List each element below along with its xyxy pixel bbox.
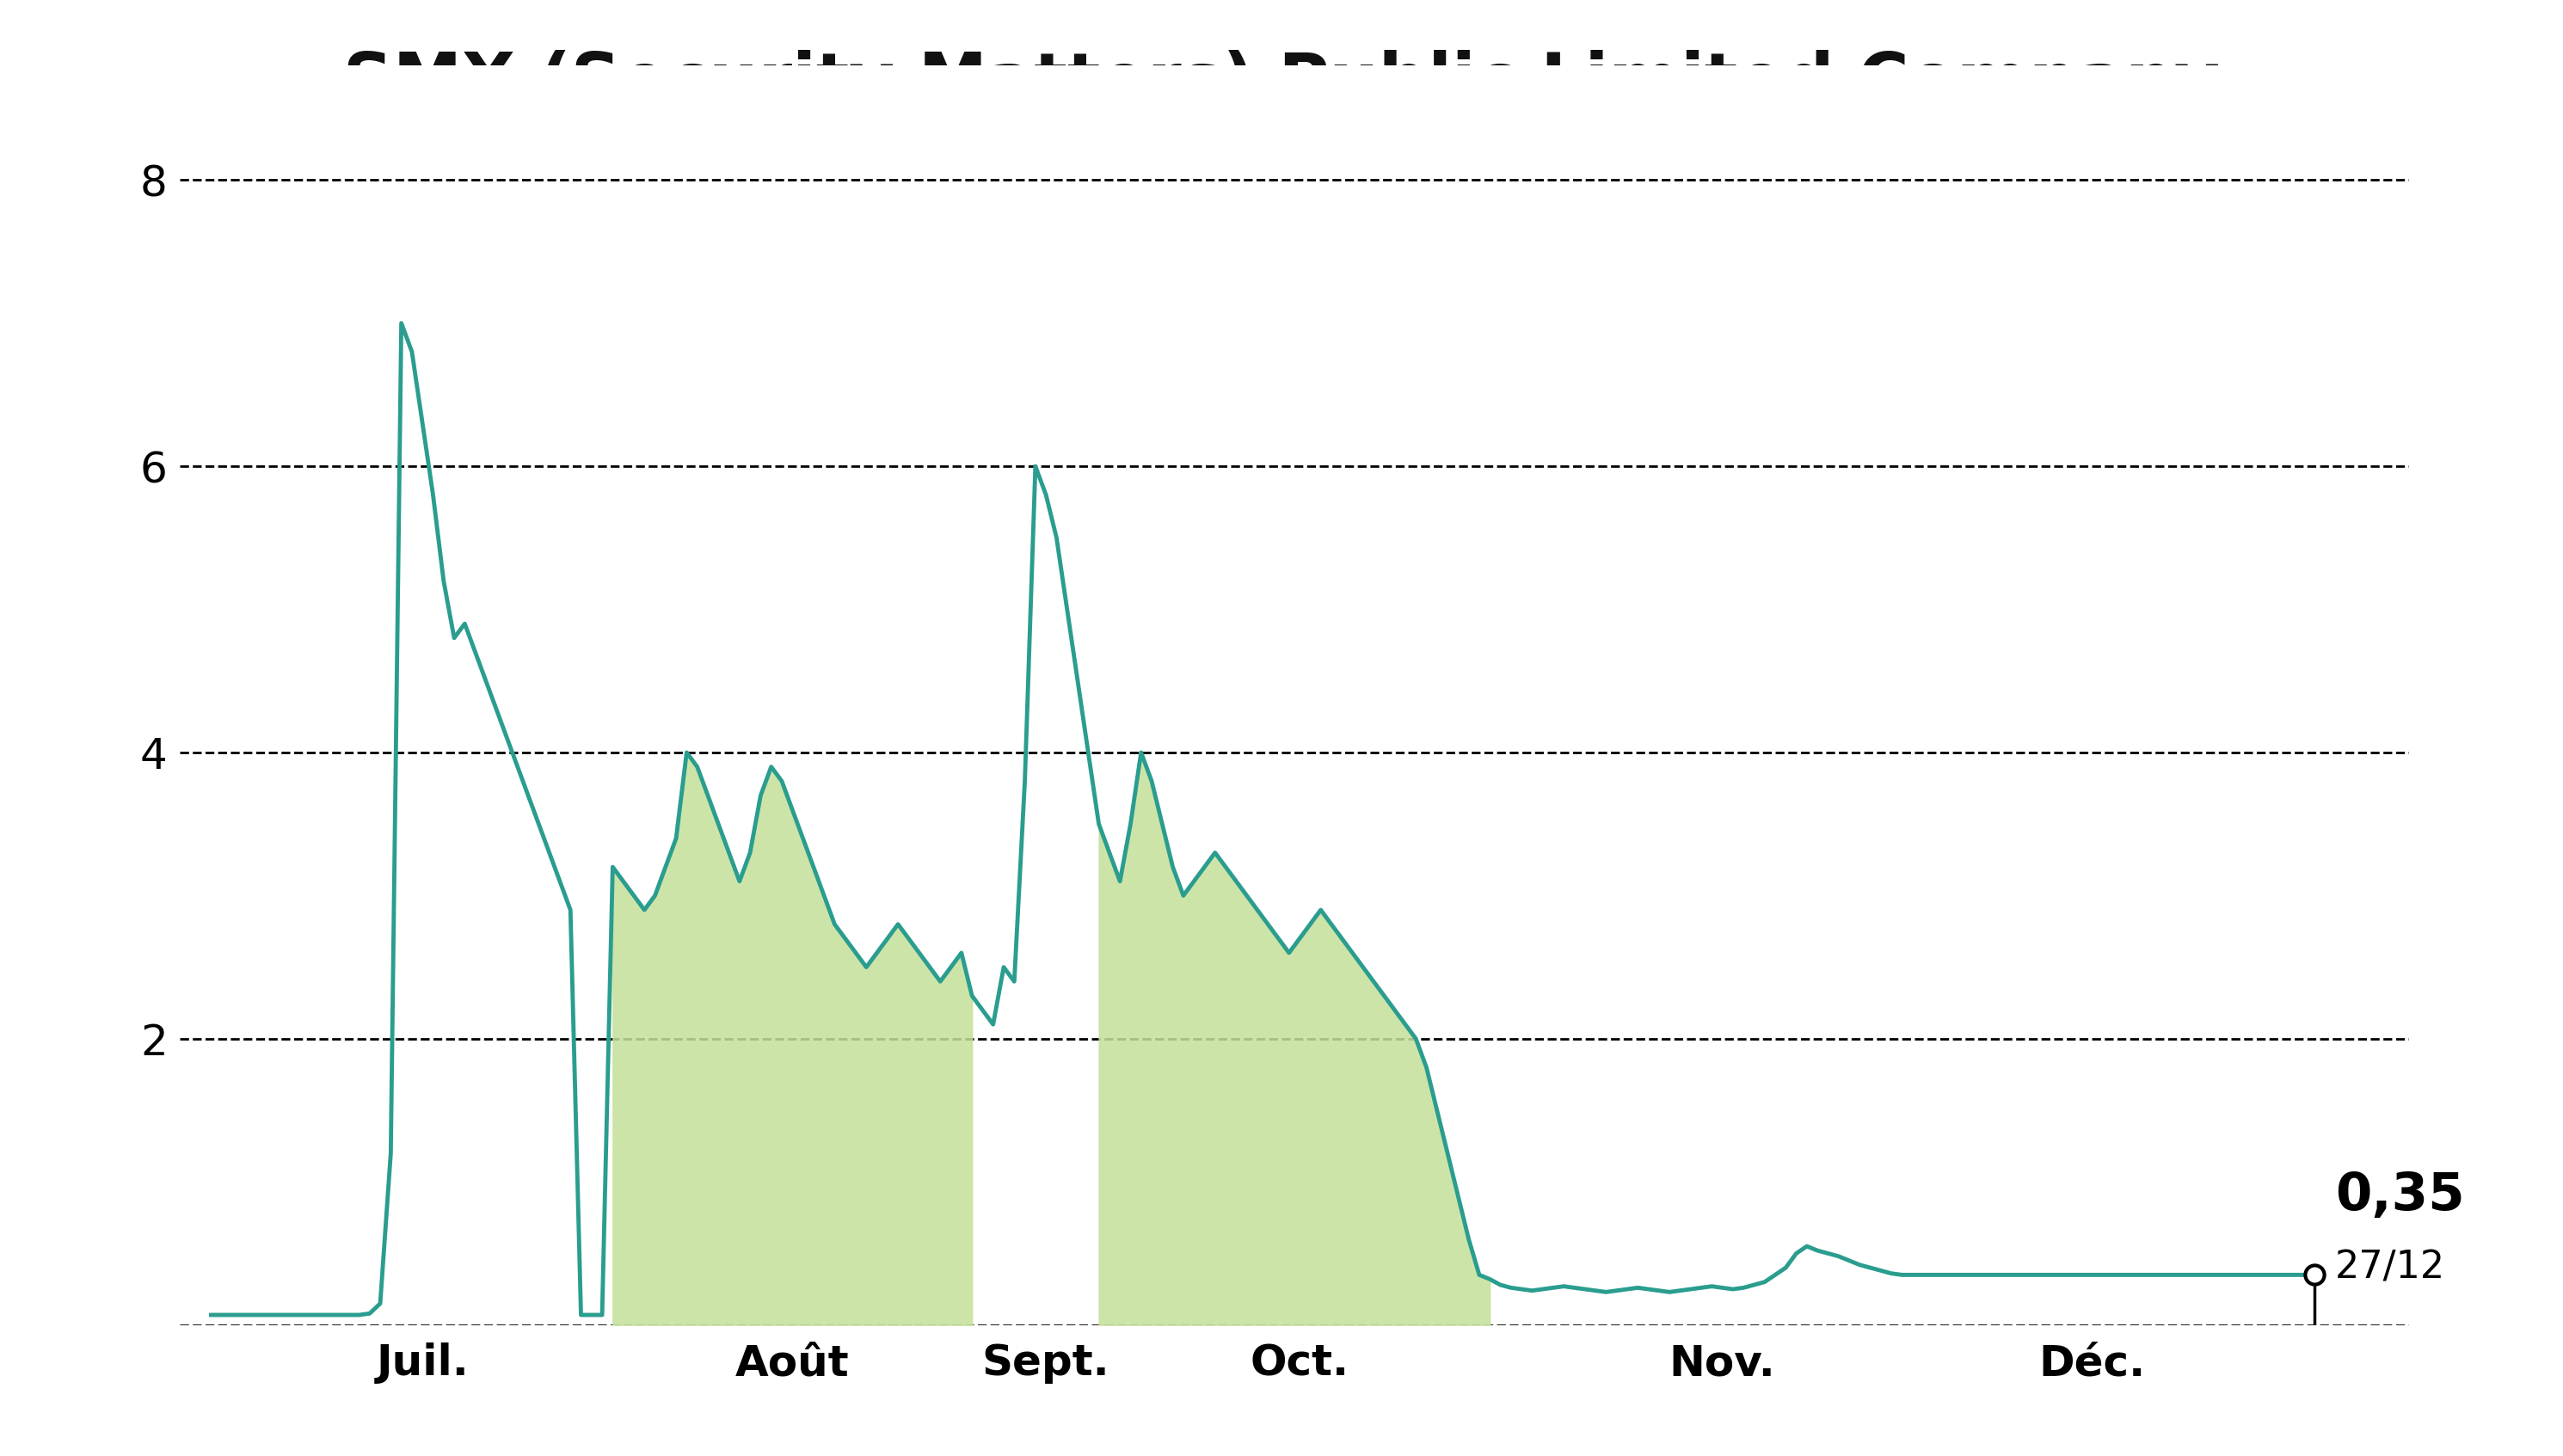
Text: SMX (Security Matters) Public Limited Company: SMX (Security Matters) Public Limited Co… [343,50,2220,118]
Text: 0,35: 0,35 [2335,1171,2466,1222]
Text: 27/12: 27/12 [2335,1249,2445,1286]
